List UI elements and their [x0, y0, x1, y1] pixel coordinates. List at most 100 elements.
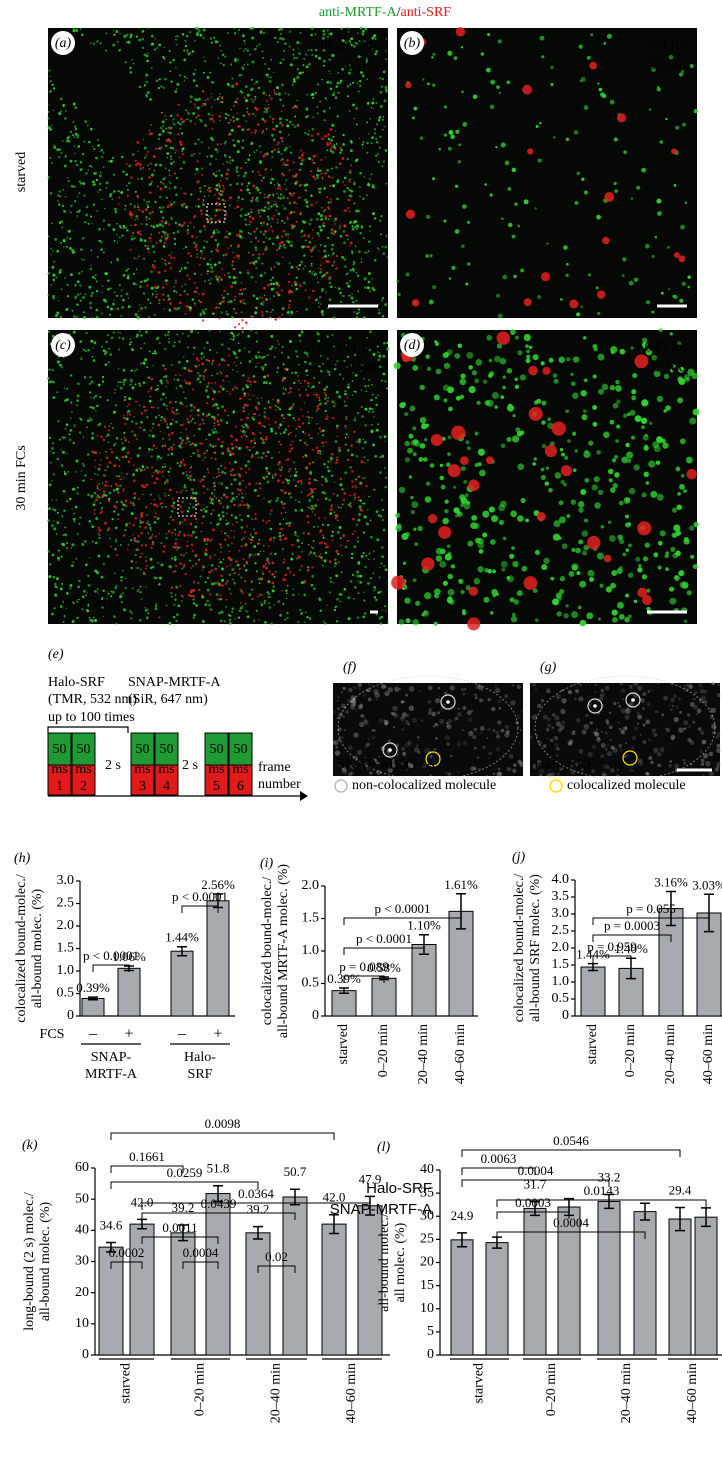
- green-dot: [112, 303, 115, 306]
- green-dot: [175, 534, 176, 535]
- red-dot: [280, 528, 283, 531]
- green-dot: [311, 139, 314, 142]
- green-dot: [122, 299, 125, 302]
- red-dot: [289, 212, 291, 214]
- green-dot: [154, 314, 156, 316]
- green-dot: [328, 237, 330, 239]
- red-dot: [161, 236, 163, 238]
- green-dot: [53, 295, 55, 297]
- green-dot: [316, 423, 318, 425]
- green-dot: [215, 148, 218, 151]
- green-dot: [269, 382, 271, 384]
- red-dot: [274, 318, 277, 321]
- red-dot: [239, 232, 241, 234]
- green-dot: [365, 462, 366, 463]
- green-dot: [347, 386, 350, 389]
- green-dot: [371, 408, 373, 410]
- red-dot: [198, 589, 200, 591]
- green-dot: [465, 493, 469, 497]
- green-dot: [114, 240, 116, 242]
- red-dot: [265, 567, 268, 570]
- green-dot: [208, 195, 210, 197]
- green-dot: [116, 507, 118, 509]
- green-dot: [264, 63, 266, 65]
- green-dot: [180, 123, 182, 125]
- green-dot: [371, 278, 373, 280]
- green-dot: [229, 184, 231, 186]
- green-dot: [56, 148, 59, 151]
- red-dot: [134, 224, 137, 227]
- green-dot: [344, 588, 347, 591]
- red-dot: [154, 265, 156, 267]
- green-dot: [56, 533, 58, 535]
- green-dot: [308, 63, 311, 66]
- red-dot: [146, 284, 148, 286]
- green-dot: [173, 345, 176, 348]
- red-dot: [274, 473, 277, 476]
- green-dot: [344, 405, 346, 407]
- green-dot: [277, 294, 280, 297]
- green-dot: [64, 615, 67, 618]
- red-dot: [179, 523, 181, 525]
- red-dot: [210, 236, 212, 238]
- red-dot: [151, 547, 153, 549]
- green-dot: [260, 222, 262, 224]
- red-dot: [220, 180, 222, 182]
- green-dot: [331, 147, 333, 149]
- red-dot: [602, 237, 610, 245]
- green-dot: [293, 382, 295, 384]
- red-dot: [329, 561, 332, 564]
- green-dot: [219, 45, 221, 47]
- red-dot: [295, 419, 297, 421]
- green-dot: [80, 359, 81, 360]
- green-dot: [85, 294, 87, 296]
- green-dot: [318, 225, 321, 228]
- green-dot: [332, 334, 334, 336]
- green-dot: [67, 295, 69, 297]
- red-dot: [235, 82, 237, 84]
- green-dot: [50, 284, 52, 286]
- red-dot: [180, 224, 183, 227]
- red-dot: [271, 581, 274, 584]
- red-dot: [248, 538, 250, 540]
- green-dot: [646, 300, 650, 304]
- red-dot: [173, 507, 175, 509]
- green-dot: [233, 144, 236, 147]
- red-dot: [248, 394, 250, 396]
- green-dot: [187, 225, 189, 227]
- green-dot: [146, 201, 148, 203]
- red-dot: [322, 441, 325, 444]
- red-dot: [179, 374, 181, 376]
- green-dot: [175, 620, 177, 622]
- green-dot: [672, 508, 677, 513]
- green-dot: [273, 283, 275, 285]
- green-dot: [501, 217, 504, 220]
- green-dot: [326, 149, 328, 151]
- red-dot: [275, 201, 277, 203]
- green-dot: [129, 610, 131, 612]
- green-dot: [285, 179, 287, 181]
- green-dot: [198, 559, 200, 561]
- green-dot: [73, 513, 75, 515]
- red-dot: [522, 85, 532, 95]
- green-dot: [95, 172, 97, 174]
- green-dot: [100, 502, 102, 504]
- green-dot: [139, 385, 141, 387]
- red-dot: [166, 220, 168, 222]
- green-dot: [277, 367, 280, 370]
- green-dot: [363, 316, 365, 318]
- red-dot: [308, 482, 311, 485]
- green-dot: [60, 152, 62, 154]
- red-dot: [212, 509, 214, 511]
- red-dot: [190, 589, 193, 592]
- green-dot: [311, 265, 313, 267]
- green-dot: [272, 277, 274, 279]
- green-dot: [352, 268, 355, 271]
- green-dot: [252, 113, 254, 115]
- green-dot: [667, 246, 670, 249]
- green-dot: [332, 136, 334, 138]
- green-dot: [226, 114, 227, 115]
- red-dot: [311, 417, 313, 419]
- green-dot: [193, 347, 195, 349]
- red-dot: [281, 235, 283, 237]
